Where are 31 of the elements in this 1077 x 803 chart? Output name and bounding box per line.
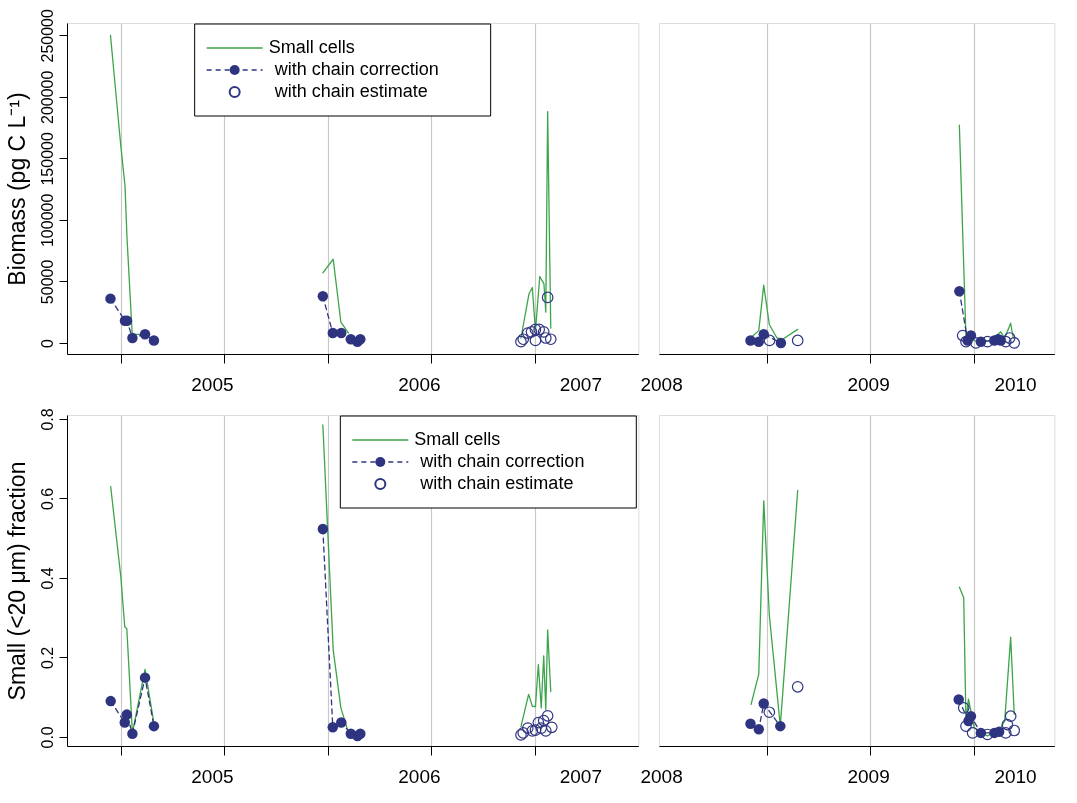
- y-tick-label: 0.0: [38, 726, 56, 749]
- legend-label: with chain estimate: [273, 81, 428, 101]
- legend-label: with chain correction: [273, 59, 439, 79]
- x-tick-label: 2006: [398, 373, 441, 395]
- x-tick-label: 2010: [994, 373, 1037, 395]
- y-tick-label: 200000: [38, 70, 56, 125]
- y-tick-label: 0.6: [38, 487, 56, 511]
- y-tick-label: 250000: [38, 9, 56, 63]
- y-tick-label: 0.4: [38, 567, 56, 590]
- y-tick-label: 0.8: [38, 408, 56, 431]
- y-tick-label: 100000: [38, 193, 56, 248]
- x-tick-label: 2007: [559, 765, 602, 787]
- y-axis-title: Biomass (pg C L⁻¹): [3, 92, 30, 286]
- y-tick-label: 150000: [38, 132, 56, 186]
- x-tick-label: 2007: [559, 373, 602, 395]
- y-tick-label: 0.2: [38, 646, 56, 670]
- x-tick-label: 2009: [847, 765, 890, 787]
- x-tick-label: 2005: [191, 765, 234, 787]
- x-tick-label: 2005: [191, 373, 234, 395]
- y-tick-label: 50000: [38, 259, 56, 305]
- y-tick-label: 0: [38, 338, 56, 348]
- legend-label: with chain correction: [419, 451, 585, 471]
- x-tick-label: 2006: [398, 765, 441, 787]
- x-tick-label: 2008: [640, 765, 683, 787]
- x-tick-label: 2010: [994, 765, 1037, 787]
- y-axis-title: Small (<20 μm) fraction: [3, 461, 30, 701]
- legend-label: with chain estimate: [419, 473, 574, 493]
- x-tick-label: 2009: [847, 373, 890, 395]
- x-tick-label: 2008: [640, 373, 683, 395]
- legend-label: Small cells: [414, 429, 501, 449]
- legend-label: Small cells: [268, 37, 355, 57]
